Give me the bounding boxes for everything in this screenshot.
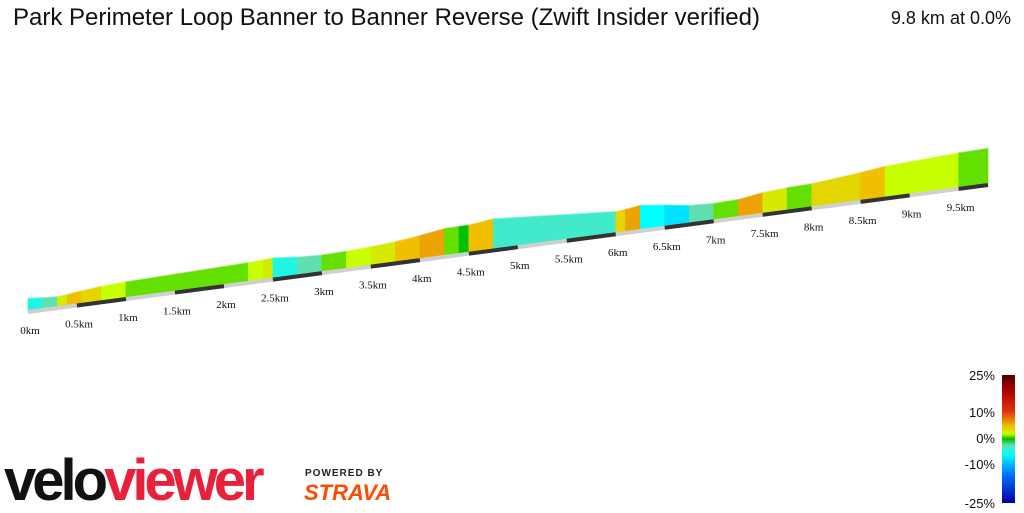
profile-segment-top-edge xyxy=(28,297,43,298)
profile-segment xyxy=(910,157,934,195)
tick-label: 9.5km xyxy=(947,202,975,214)
tick-label: 7.5km xyxy=(751,228,779,240)
legend-label-minus-25: -25% xyxy=(965,496,995,511)
tick-label: 1.5km xyxy=(163,306,191,318)
legend-label-minus-10: -10% xyxy=(965,457,995,472)
distance-axis: 0km 0.5km 1km 1.5km 2km 2.5km 3km 3.5km 4km 4.5km… xyxy=(20,185,988,337)
tick-label: 6km xyxy=(608,247,628,259)
profile-segment xyxy=(626,205,641,233)
tick-label: 5km xyxy=(510,260,530,272)
profile-segment xyxy=(263,258,273,281)
tick-label: 8.5km xyxy=(849,215,877,227)
tick-label: 1km xyxy=(118,312,138,324)
profile-segment xyxy=(444,226,459,257)
tick-label: 4.5km xyxy=(457,267,485,279)
profile-segment xyxy=(493,217,517,250)
gradient-legend-bar xyxy=(1002,375,1015,503)
tick-label: 6.5km xyxy=(653,241,681,253)
legend-label-10: 10% xyxy=(969,405,995,420)
tick-label: 3km xyxy=(314,286,334,298)
legend-label-0: 0% xyxy=(976,431,995,446)
strava-logo[interactable]: STRAVA xyxy=(304,480,391,506)
tick-label: 8km xyxy=(804,221,824,233)
profile-segment xyxy=(934,153,958,192)
legend-label-25: 25% xyxy=(969,368,995,383)
tick-label: 2km xyxy=(216,299,236,311)
tick-label: 2.5km xyxy=(261,293,289,305)
profile-layer xyxy=(28,148,988,312)
tick-label: 9km xyxy=(902,208,922,220)
tick-label: 4km xyxy=(412,273,432,285)
profile-segment xyxy=(885,162,909,199)
profile-segment xyxy=(959,148,988,189)
veloviewer-logo[interactable]: veloviewer xyxy=(4,452,261,510)
tick-label: 0km xyxy=(20,325,40,337)
profile-segment xyxy=(616,209,626,234)
tick-label: 3.5km xyxy=(359,280,387,292)
logo-viewer-text: viewer xyxy=(104,448,261,513)
logo-velo-text: velo xyxy=(4,448,104,513)
powered-by-label: POWERED BY xyxy=(305,468,383,479)
tick-label: 5.5km xyxy=(555,254,583,266)
profile-segment xyxy=(459,225,469,255)
tick-label: 0.5km xyxy=(65,319,93,331)
tick-label: 7km xyxy=(706,234,726,246)
